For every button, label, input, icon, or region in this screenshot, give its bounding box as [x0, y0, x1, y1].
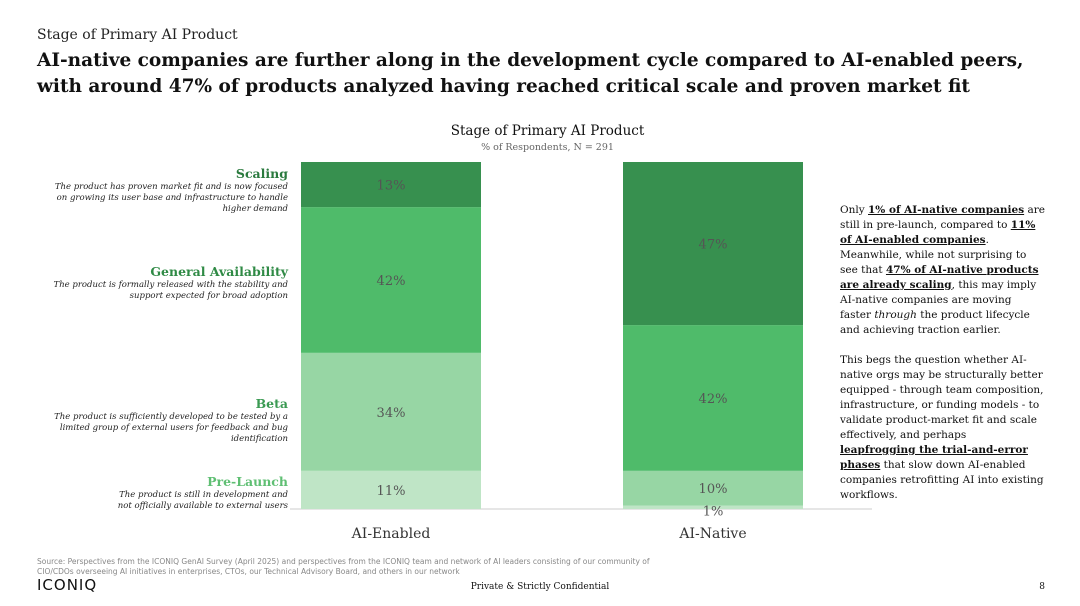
legend-beta: Beta The product is sufficiently develop… — [38, 396, 288, 445]
source-note: Source: Perspectives from the ICONIQ Gen… — [37, 557, 650, 576]
legend-scaling-desc: The product has proven market fit and is… — [54, 182, 288, 214]
data-label-scaling-ai-enabled: 13% — [377, 179, 406, 194]
bar-segment-general-availability-ai-enabled — [301, 207, 481, 353]
legend-beta-desc: The product is sufficiently developed to… — [54, 412, 288, 444]
legend-prelaunch-desc: The product is still in development and … — [117, 490, 288, 511]
highlight-1pct: 1% of AI-native companies — [868, 204, 1025, 216]
x-tick-label-ai-enabled: AI-Enabled — [351, 526, 431, 542]
bar-segment-pre-launch-ai-native — [623, 505, 803, 509]
data-label-beta-ai-native: 10% — [699, 482, 728, 497]
legend-ga-desc: The product is formally released with th… — [53, 280, 288, 301]
legend-scaling: Scaling The product has proven market fi… — [43, 166, 288, 215]
legend-beta-name: Beta — [255, 396, 288, 411]
data-label-general-availability-ai-enabled: 42% — [377, 274, 406, 289]
page-headline: AI-native companies are further along in… — [37, 50, 1024, 97]
bar-segment-scaling-ai-native — [623, 162, 803, 326]
data-label-beta-ai-enabled: 34% — [377, 406, 406, 421]
data-label-pre-launch-ai-native: 1% — [703, 505, 724, 520]
confidential-label: Private & Strictly Confidential — [470, 582, 610, 592]
highlight-leapfrogging: leapfrogging the trial-and-error phases — [840, 444, 1028, 471]
iconiq-logo: ICONIQ — [37, 576, 98, 594]
bar-segment-scaling-ai-enabled — [301, 162, 481, 208]
legend-prelaunch-name: Pre-Launch — [207, 474, 288, 489]
commentary: Only 1% of AI-native companies are still… — [840, 203, 1045, 518]
bar-segment-beta-ai-native — [623, 470, 803, 506]
highlight-11pct: 11% of AI-enabled companies — [840, 219, 1036, 246]
legend-prelaunch: Pre-Launch The product is still in devel… — [113, 474, 288, 512]
bar-segment-beta-ai-enabled — [301, 352, 481, 471]
commentary-paragraph-1: Only 1% of AI-native companies are still… — [840, 204, 1045, 336]
x-tick-label-ai-native: AI-Native — [678, 526, 746, 542]
page-number: 8 — [1039, 582, 1045, 592]
bar-segment-general-availability-ai-native — [623, 325, 803, 471]
bar-segment-pre-launch-ai-enabled — [301, 470, 481, 509]
chart-title: Stage of Primary AI Product — [450, 123, 645, 139]
data-label-pre-launch-ai-enabled: 11% — [377, 484, 406, 499]
eyebrow-title: Stage of Primary AI Product — [37, 27, 238, 43]
legend-ga-name: General Availability — [150, 264, 288, 279]
chart-subtitle: % of Respondents, N = 291 — [481, 142, 614, 153]
data-label-scaling-ai-native: 47% — [699, 238, 728, 253]
legend-ga: General Availability The product is form… — [38, 264, 288, 302]
legend-scaling-name: Scaling — [235, 166, 288, 181]
commentary-paragraph-2: This begs the question whether AI-native… — [840, 354, 1044, 501]
data-label-general-availability-ai-native: 42% — [699, 392, 728, 407]
highlight-47pct: 47% of AI-native products are already sc… — [840, 264, 1039, 291]
